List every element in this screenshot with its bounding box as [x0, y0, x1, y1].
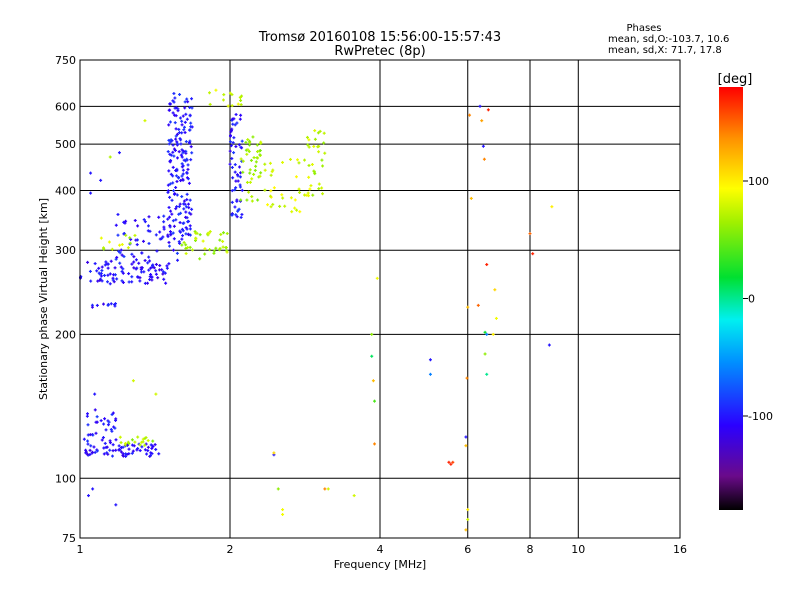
echo-points — [78, 88, 554, 532]
y-tick-labels: 75 100 200 300 400 500 600 750 — [55, 54, 76, 545]
x-tick-label: 2 — [227, 543, 234, 556]
chart-subtitle: RwPretec (8p) — [334, 44, 425, 59]
y-tick-label: 300 — [55, 244, 76, 257]
plot-frame — [79, 59, 681, 539]
colorbar — [719, 87, 743, 510]
x-tick-label: 8 — [527, 543, 534, 556]
stats-x-line: mean, sd,X: 71.7, 17.8 — [608, 45, 722, 56]
x-tick-labels: 1 2 4 6 8 10 16 — [77, 543, 688, 556]
x-tick-label: 6 — [464, 543, 471, 556]
y-tick-label: 75 — [62, 532, 76, 545]
y-tick-label: 200 — [55, 328, 76, 341]
y-axis-label: Stationary phase Virtual Height [km] — [37, 198, 50, 400]
x-tick-label: 1 — [77, 543, 84, 556]
y-tick-label: 600 — [55, 100, 76, 113]
x-axis-label: Frequency [MHz] — [334, 558, 426, 571]
y-tick-label: 500 — [55, 138, 76, 151]
colorbar-tick-label: 0 — [748, 293, 755, 306]
x-tick-label: 10 — [571, 543, 585, 556]
colorbar-ticks: 100 0 -100 — [743, 175, 773, 423]
colorbar-label: [deg] — [718, 72, 753, 87]
colorbar-tick-label: -100 — [748, 410, 773, 423]
chart-title: Tromsø 20160108 15:56:00-15:57:43 — [258, 30, 501, 45]
stats-title: Phases — [626, 23, 661, 34]
stats-o-line: mean, sd,O:-103.7, 10.6 — [608, 34, 729, 45]
x-tick-label: 4 — [377, 543, 384, 556]
grid-lines — [79, 59, 681, 539]
y-tick-label: 750 — [55, 54, 76, 67]
y-tick-label: 400 — [55, 184, 76, 197]
y-tick-label: 100 — [55, 472, 76, 485]
colorbar-tick-label: 100 — [748, 175, 769, 188]
x-tick-label: 16 — [673, 543, 687, 556]
